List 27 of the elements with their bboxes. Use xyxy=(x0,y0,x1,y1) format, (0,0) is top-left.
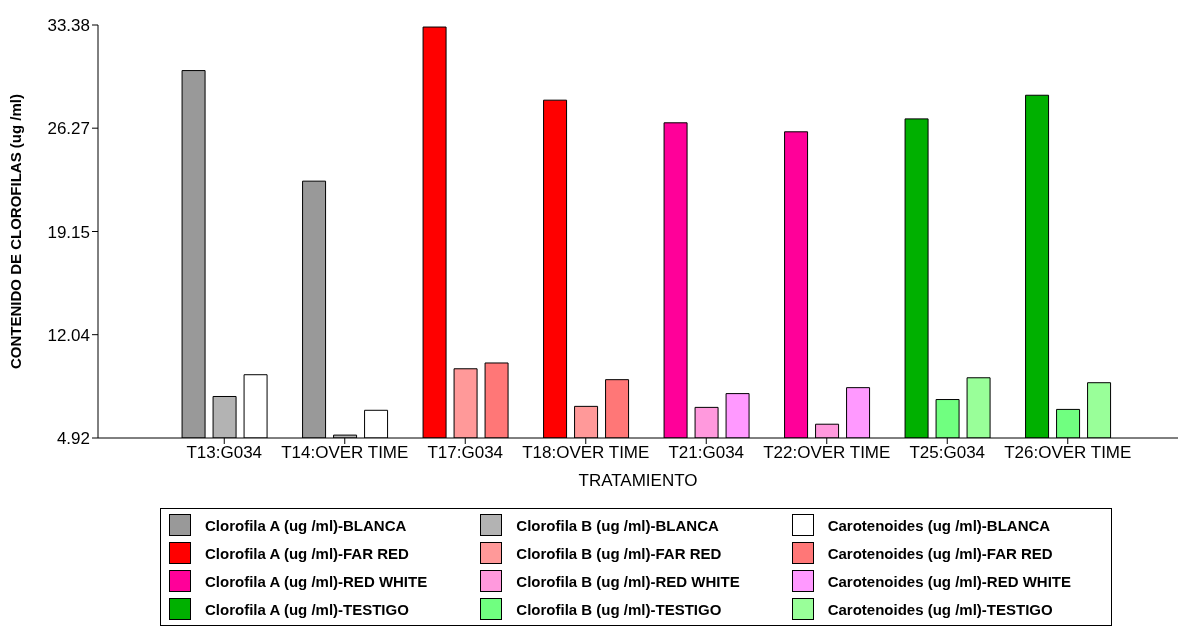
y-tick-label: 26.27 xyxy=(47,119,90,139)
legend-label: Clorofila A (ug /ml)-TESTIGO xyxy=(205,600,409,618)
legend-label: Carotenoides (ug /ml)-TESTIGO xyxy=(827,600,1053,618)
x-tick-label: T22:OVER TIME xyxy=(763,443,891,463)
legend-label: Clorofila A (ug /ml)-RED WHITE xyxy=(205,572,428,590)
y-tick-label: 12.04 xyxy=(47,325,90,345)
legend-label: Clorofila B (ug /ml)-RED WHITE xyxy=(516,572,740,590)
x-tick-label: T14:OVER TIME xyxy=(281,443,409,463)
x-tick-label: T13:G034 xyxy=(186,443,263,463)
legend-label: Clorofila B (ug /ml)-BLANCA xyxy=(516,516,719,534)
legend-label: Carotenoides (ug /ml)-RED WHITE xyxy=(827,572,1071,590)
x-tick-label: T21:G034 xyxy=(668,443,745,463)
y-tick-label: 4.92 xyxy=(56,429,90,449)
x-tick-label: T17:G034 xyxy=(427,443,504,463)
legend-label: Clorofila A (ug /ml)-BLANCA xyxy=(205,516,407,534)
legend-label: Clorofila B (ug /ml)-FAR RED xyxy=(516,544,722,562)
x-tick-label: T25:G034 xyxy=(909,443,986,463)
legend-label: Clorofila A (ug /ml)-FAR RED xyxy=(205,544,409,562)
x-axis-title: TRATAMIENTO xyxy=(578,471,698,490)
legend-label: Clorofila B (ug /ml)-TESTIGO xyxy=(516,600,722,618)
y-axis-title: CONTENIDO DE CLOROFILAS (ug /ml) xyxy=(7,94,25,369)
y-tick-label: 33.38 xyxy=(47,16,90,36)
x-tick-label: T26:OVER TIME xyxy=(1004,443,1132,463)
legend-label: Carotenoides (ug /ml)-BLANCA xyxy=(827,516,1051,534)
x-tick-label: T18:OVER TIME xyxy=(522,443,650,463)
legend-label: Carotenoides (ug /ml)-FAR RED xyxy=(827,544,1053,562)
y-tick-label: 19.15 xyxy=(47,222,90,242)
